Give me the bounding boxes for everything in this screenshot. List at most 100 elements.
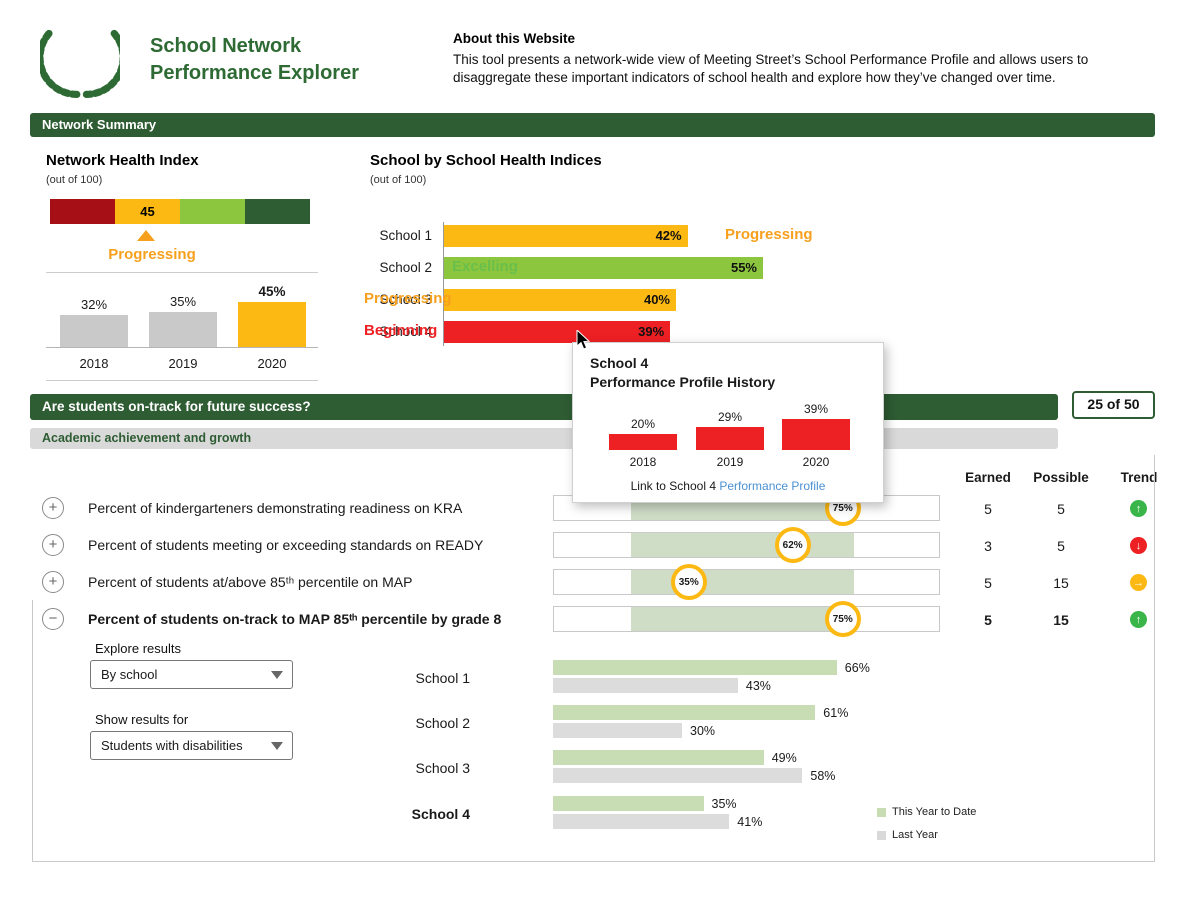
earned-value: 5	[984, 612, 992, 628]
tooltip-title: Performance Profile History	[590, 374, 776, 390]
indicator-label: Percent of students at/above 85ᵗʰ percen…	[88, 574, 413, 590]
expand-row-button[interactable]: +	[42, 571, 64, 593]
performance-profile-link[interactable]: Performance Profile	[719, 479, 826, 493]
divider	[46, 380, 318, 381]
earned-value: 5	[984, 501, 992, 517]
legend-last-year: Last Year	[877, 829, 938, 841]
score-badge: 25 of 50	[1072, 391, 1155, 419]
this-year-bar	[553, 660, 837, 675]
value-marker: 75%	[824, 601, 861, 637]
this-year-bar	[553, 796, 704, 811]
last-year-value: 30%	[690, 723, 716, 738]
question-section-header: Are students on-track for future success…	[30, 394, 1058, 420]
scale-segment-beginning	[50, 199, 115, 224]
school-name: School 2	[415, 715, 470, 731]
trend-down-icon	[1130, 537, 1147, 554]
last-year-bar	[553, 678, 738, 693]
tooltip-link-prefix: Link to School 4	[630, 479, 716, 493]
tooltip-col-2019: 29%	[696, 400, 764, 450]
marker-value: 75%	[832, 613, 853, 625]
school-indices-subtitle: (out of 100)	[370, 174, 427, 186]
indicator-row-map85: + Percent of students at/above 85ᵗʰ perc…	[0, 564, 1200, 600]
last-year-bar-line: 43%	[553, 678, 771, 693]
school-name: School 3	[415, 760, 470, 776]
about-text: This tool presents a network-wide view o…	[453, 52, 1089, 85]
network-trend-col-2018: 32%	[60, 280, 128, 347]
axis-line	[46, 347, 318, 348]
school-health-bar[interactable]: 42%	[444, 225, 688, 247]
show-results-label: Show results for	[95, 712, 189, 727]
school-row-3: School 3 40% Progressing	[0, 289, 1200, 313]
school-indices-title: School by School Health Indices	[370, 152, 602, 169]
tooltip-link-line: Link to School 4 Performance Profile	[573, 479, 883, 493]
legend-this-year-label: This Year to Date	[892, 806, 977, 818]
indicator-progress-bar: 62%	[553, 527, 940, 563]
marker-value: 62%	[782, 539, 803, 551]
tooltip-value-label: 39%	[803, 401, 829, 416]
app-title-line2: Performance Explorer	[150, 62, 359, 84]
expand-row-button[interactable]: +	[42, 534, 64, 556]
trend-year-label: 2020	[257, 356, 287, 371]
school-health-bar[interactable]: 39%	[444, 321, 671, 343]
trend-value-label: 45%	[258, 284, 286, 299]
last-year-bar	[553, 723, 682, 738]
explore-results-dropdown[interactable]: By school	[90, 660, 293, 689]
marker-value: 35%	[678, 576, 699, 588]
school4-history-tooltip: School 4 Performance Profile History 20%…	[572, 342, 884, 503]
show-results-value: Students with disabilities	[101, 738, 243, 753]
tooltip-col-2018: 20%	[609, 400, 677, 450]
earned-value: 5	[984, 575, 992, 591]
tooltip-bar-2020	[782, 418, 850, 450]
school-status-label: Beginning	[364, 322, 438, 339]
indicator-row-ready: + Percent of students meeting or exceedi…	[0, 527, 1200, 563]
explore-results-value: By school	[101, 667, 158, 682]
health-index-title: Network Health Index	[46, 152, 199, 169]
school-name: School 4	[411, 806, 470, 822]
expanded-panel-bottom-border	[32, 861, 1155, 862]
this-year-bar-line: 49%	[553, 750, 797, 765]
expanded-school-row-1: School 1 66% 43%	[0, 660, 1200, 696]
trend-value-label: 35%	[169, 294, 197, 309]
show-results-dropdown[interactable]: Students with disabilities	[90, 731, 293, 760]
school-name: School 1	[379, 228, 432, 243]
subsection-header: Academic achievement and growth	[30, 428, 1058, 449]
current-index-value: 45	[140, 204, 155, 219]
trend-year-label: 2018	[79, 356, 109, 371]
trend-bar-2019	[149, 312, 217, 347]
app-title: School Network Performance Explorer	[150, 33, 359, 87]
trend-up-icon	[1130, 611, 1147, 628]
school-status-label: Progressing	[364, 290, 452, 307]
possible-value: 15	[1053, 612, 1069, 628]
tooltip-bar-2019	[696, 426, 764, 450]
tooltip-year-label: 2018	[629, 455, 657, 469]
this-year-swatch	[877, 807, 886, 817]
expanded-panel-right-border	[1154, 455, 1155, 862]
expand-row-button[interactable]: +	[42, 497, 64, 519]
school-status-label: Progressing	[725, 226, 813, 243]
tooltip-school-name: School 4	[590, 355, 649, 371]
col-header-earned: Earned	[965, 470, 1011, 485]
trend-up-icon	[1130, 500, 1147, 517]
last-year-value: 41%	[737, 814, 763, 829]
target-band	[631, 607, 855, 631]
health-index-scale: 45	[50, 199, 310, 224]
laurel-wreath-logo-icon	[40, 29, 120, 99]
collapse-row-button[interactable]: −	[42, 608, 64, 630]
school-row-2: School 2 55% Excelling	[0, 257, 1200, 281]
this-year-bar-line: 35%	[553, 796, 737, 811]
earned-value: 3	[984, 538, 992, 554]
school-health-bar[interactable]: 40%	[444, 289, 676, 311]
app-title-line1: School Network	[150, 35, 302, 57]
school-health-bar[interactable]: 55%	[444, 257, 763, 279]
indicator-label: Percent of kindergarteners demonstrating…	[88, 500, 463, 516]
possible-value: 5	[1057, 501, 1065, 517]
chevron-down-icon	[271, 671, 283, 679]
school-row-1: School 1 42% Progressing	[0, 225, 1200, 249]
school-health-value: 39%	[638, 324, 665, 339]
marker-value: 75%	[832, 502, 853, 514]
value-marker: 62%	[774, 527, 811, 563]
school-row-4: School 4 39% Beginning	[0, 321, 1200, 345]
tooltip-value-label: 20%	[630, 417, 656, 431]
school-name: School 4	[379, 324, 432, 339]
